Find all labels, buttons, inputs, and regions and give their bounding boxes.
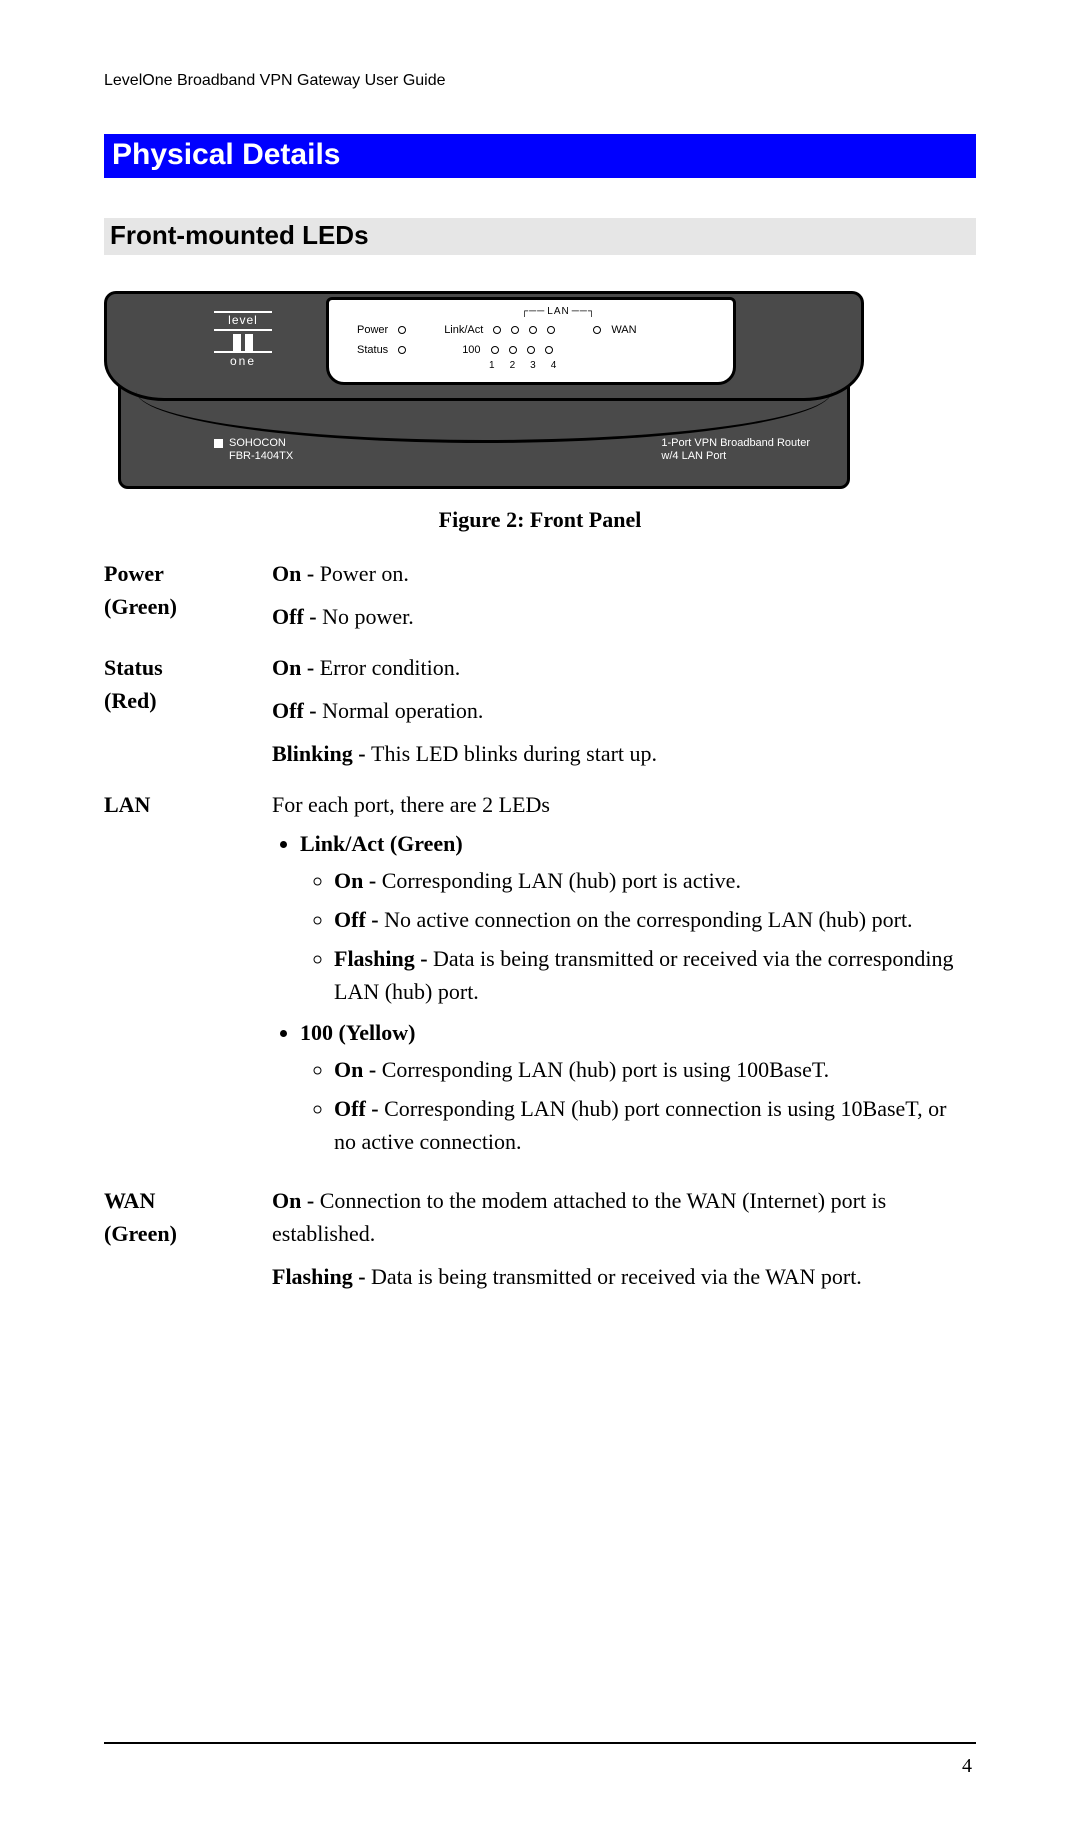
page: LevelOne Broadband VPN Gateway User Guid…: [0, 0, 1080, 1822]
led-dot-icon: [545, 346, 553, 354]
list-item: On - Corresponding LAN (hub) port is act…: [334, 864, 968, 897]
led-dot-icon: [529, 326, 537, 334]
list-item: Flashing - Data is being transmitted or …: [334, 942, 968, 1008]
led-dot-icon: [493, 326, 501, 334]
brand-logo: level one: [214, 311, 272, 368]
model-label: SOHOCON FBR-1404TX: [214, 437, 293, 463]
port-num: 3: [530, 360, 536, 371]
lan-groups-list: Link/Act (Green) On - Corresponding LAN …: [272, 827, 968, 1158]
label-off: Off -: [272, 604, 322, 629]
power-on-text: Power on.: [320, 561, 409, 586]
plate-row-1: Power Link/Act WAN: [357, 324, 717, 336]
table-row: Power (Green) On - Power on. Off - No po…: [104, 551, 976, 645]
status-on-text: Error condition.: [320, 655, 461, 680]
device-desc-line1: 1-Port VPN Broadband Router: [661, 437, 810, 449]
led-label-plate: LAN Power Link/Act WAN Status: [326, 297, 736, 385]
term-status: Status: [104, 655, 163, 680]
lan-linkact-off: No active connection on the correspondin…: [384, 907, 912, 932]
power-off-text: No power.: [322, 604, 414, 629]
table-row: Status (Red) On - Error condition. Off -…: [104, 645, 976, 782]
lan-linkact-sublist: On - Corresponding LAN (hub) port is act…: [300, 864, 968, 1008]
lan-intro: For each port, there are 2 LEDs: [272, 788, 968, 821]
square-icon: [214, 439, 223, 448]
port-num: 1: [489, 360, 495, 371]
lan-100-sublist: On - Corresponding LAN (hub) port is usi…: [300, 1053, 968, 1158]
term-status-color: (Red): [104, 688, 157, 713]
label-on: On -: [272, 655, 320, 680]
label-off: Off -: [334, 907, 384, 932]
power-desc: On - Power on. Off - No power.: [272, 551, 976, 645]
label-flashing: Flashing -: [334, 946, 433, 971]
led-dot-icon: [593, 326, 601, 334]
brand-logo-top: level: [214, 311, 272, 331]
brand-logo-bottom: one: [214, 353, 272, 368]
port-num: 4: [551, 360, 557, 371]
term-wan: WAN: [104, 1188, 155, 1213]
label-on: On -: [272, 561, 320, 586]
model-line1: SOHOCON: [229, 437, 286, 449]
footer-rule: [104, 1742, 976, 1744]
plate-speed-label: 100: [462, 344, 480, 356]
front-panel-figure: level one LAN Power Link/Act WAN: [104, 291, 864, 489]
list-item: 100 (Yellow) On - Corresponding LAN (hub…: [300, 1016, 968, 1158]
lan-100-off: Corresponding LAN (hub) port connection …: [334, 1096, 946, 1154]
wan-desc: On - Connection to the modem attached to…: [272, 1178, 976, 1305]
table-row: LAN For each port, there are 2 LEDs Link…: [104, 782, 976, 1178]
list-item: On - Corresponding LAN (hub) port is usi…: [334, 1053, 968, 1086]
label-on: On -: [334, 1057, 382, 1082]
lan-desc: For each port, there are 2 LEDs Link/Act…: [272, 782, 976, 1178]
lan-100-title: 100 (Yellow): [300, 1020, 415, 1045]
list-item: Link/Act (Green) On - Corresponding LAN …: [300, 827, 968, 1008]
device-description-label: 1-Port VPN Broadband Router w/4 LAN Port: [661, 437, 810, 463]
label-on: On -: [334, 868, 382, 893]
brand-logo-bars: [214, 331, 272, 353]
status-blinking-text: This LED blinks during start up.: [371, 741, 657, 766]
label-off: Off -: [272, 698, 322, 723]
figure-caption: Figure 2: Front Panel: [104, 507, 976, 533]
label-off: Off -: [334, 1096, 384, 1121]
wan-flash-text: Data is being transmitted or received vi…: [371, 1264, 862, 1289]
status-desc: On - Error condition. Off - Normal opera…: [272, 645, 976, 782]
lan-100-on: Corresponding LAN (hub) port is using 10…: [382, 1057, 830, 1082]
led-dot-icon: [509, 346, 517, 354]
device-illustration: level one LAN Power Link/Act WAN: [104, 291, 864, 489]
led-dot-icon: [527, 346, 535, 354]
term-power-color: (Green): [104, 594, 177, 619]
led-dot-icon: [398, 326, 406, 334]
led-dot-icon: [398, 346, 406, 354]
lan-linkact-title: Link/Act (Green): [300, 831, 463, 856]
lan-bracket-label: LAN: [521, 306, 596, 317]
wan-on-text: Connection to the modem attached to the …: [272, 1188, 886, 1246]
plate-linkact-label: Link/Act: [444, 324, 483, 336]
label-blinking: Blinking -: [272, 741, 371, 766]
status-off-text: Normal operation.: [322, 698, 483, 723]
led-dot-icon: [511, 326, 519, 334]
term-lan: LAN: [104, 792, 150, 817]
running-header: LevelOne Broadband VPN Gateway User Guid…: [104, 72, 976, 90]
model-line2: FBR-1404TX: [229, 450, 293, 462]
device-desc-line2: w/4 LAN Port: [661, 450, 726, 462]
led-dot-icon: [491, 346, 499, 354]
page-number: 4: [962, 1755, 972, 1778]
plate-status-label: Status: [357, 344, 388, 356]
plate-row-2: Status 100: [357, 344, 717, 356]
port-num: 2: [510, 360, 516, 371]
plate-power-label: Power: [357, 324, 388, 336]
plate-wan-label: WAN: [611, 324, 636, 336]
plate-port-numbers: 1 2 3 4: [489, 360, 556, 371]
label-flashing: Flashing -: [272, 1264, 371, 1289]
subsection-title-banner: Front-mounted LEDs: [104, 218, 976, 255]
table-row: WAN (Green) On - Connection to the modem…: [104, 1178, 976, 1305]
list-item: Off - Corresponding LAN (hub) port conne…: [334, 1092, 968, 1158]
label-on: On -: [272, 1188, 320, 1213]
section-title-banner: Physical Details: [104, 134, 976, 178]
list-item: Off - No active connection on the corres…: [334, 903, 968, 936]
led-dot-icon: [547, 326, 555, 334]
lan-linkact-on: Corresponding LAN (hub) port is active.: [382, 868, 741, 893]
led-definitions-table: Power (Green) On - Power on. Off - No po…: [104, 551, 976, 1305]
term-power: Power: [104, 561, 164, 586]
term-wan-color: (Green): [104, 1221, 177, 1246]
